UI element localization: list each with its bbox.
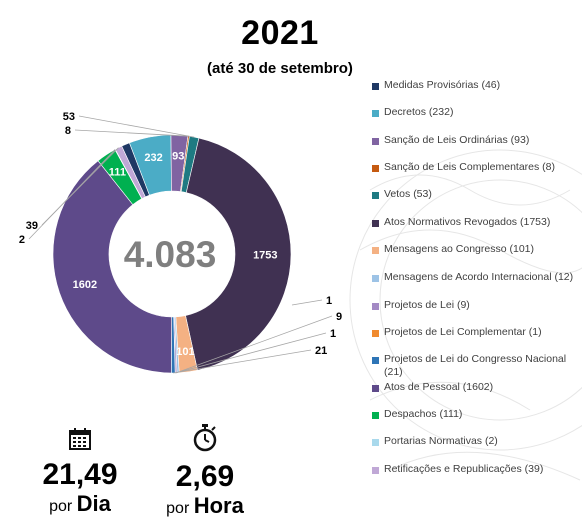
legend-item: Portarias Normativas (2) — [372, 435, 577, 448]
legend-item: Atos Normativos Revogados (1753) — [372, 216, 577, 229]
legend-swatch — [372, 275, 379, 282]
per-day-value: 21,49 — [42, 458, 118, 491]
per-hour-value: 2,69 — [175, 460, 235, 493]
legend-label: Sanção de Leis Ordinárias (93) — [384, 134, 530, 146]
per-hour-unit: por Hora — [166, 493, 244, 518]
slice-label-13: 2 — [19, 234, 25, 246]
legend-item: Projetos de Lei (9) — [372, 299, 577, 312]
legend-item: Projetos de Lei do Congresso Nacional (2… — [372, 353, 577, 379]
leader-line-8 — [176, 315, 333, 374]
slice-label-2: 93 — [172, 150, 184, 162]
leader-line-9 — [175, 332, 327, 374]
legend-swatch — [372, 412, 379, 419]
legend-swatch — [372, 303, 379, 310]
legend-item: Projetos de Lei Complementar (1) — [372, 326, 577, 339]
leader-line-4 — [78, 115, 195, 138]
slice-label-14: 39 — [26, 220, 38, 232]
legend-label: Retificações e Republicações (39) — [384, 463, 544, 475]
legend-label: Projetos de Lei (9) — [384, 299, 470, 311]
legend-item: Mensagens de Acordo Internacional (12) — [372, 271, 577, 284]
leader-line-10 — [173, 349, 312, 374]
legend-swatch — [372, 330, 379, 337]
background-seal — [349, 149, 582, 481]
legend-label: Atos Normativos Revogados (1753) — [384, 216, 551, 228]
legend-item: Retificações e Republicações (39) — [372, 463, 577, 476]
legend-swatch — [372, 138, 379, 145]
legend-label: Projetos de Lei do Congresso Nacional (2… — [384, 353, 567, 378]
legend-item: Mensagens ao Congresso (101) — [372, 243, 577, 256]
legend-label: Medidas Provisórias (46) — [384, 79, 501, 91]
legend-label: Sanção de Leis Complementares (8) — [384, 161, 556, 173]
legend-item: Sanção de Leis Ordinárias (93) — [372, 134, 577, 147]
legend-label: Portarias Normativas (2) — [384, 435, 498, 447]
leader-line-3 — [74, 129, 189, 137]
legend-label: Atos de Pessoal (1602) — [384, 381, 494, 393]
legend-item: Despachos (111) — [372, 408, 577, 421]
legend-swatch — [372, 247, 379, 254]
chart-title: 2021 — [241, 14, 319, 52]
legend-item: Atos de Pessoal (1602) — [372, 381, 577, 394]
legend-label: Decretos (232) — [384, 106, 454, 118]
extra-label: 1 — [326, 295, 332, 307]
slice-label-11: 1602 — [73, 279, 97, 291]
stopwatch-icon — [193, 424, 217, 452]
legend-swatch — [372, 467, 379, 474]
slice-label-4: 53 — [63, 111, 75, 123]
legend-item: Sanção de Leis Complementares (8) — [372, 161, 577, 174]
per-hour-stat: 2,69 por Hora — [150, 424, 260, 521]
legend-label: Mensagens ao Congresso (101) — [384, 243, 535, 255]
slice-label-9: 1 — [330, 328, 336, 340]
legend-swatch — [372, 192, 379, 199]
center-total: 4.083 — [124, 234, 217, 275]
slice-label-10: 21 — [315, 345, 327, 357]
per-day-unit: por Dia — [49, 491, 111, 516]
slice-label-12: 111 — [109, 167, 126, 179]
slice-label-1: 232 — [144, 152, 162, 164]
leader-line-extra — [291, 299, 323, 306]
slice-label-3: 8 — [65, 125, 71, 137]
chart-subtitle: (até 30 de setembro) — [207, 60, 353, 77]
legend-item: Vetos (53) — [372, 188, 577, 201]
legend-label: Despachos (111) — [384, 408, 463, 420]
legend-label: Projetos de Lei Complementar (1) — [384, 326, 542, 338]
legend-label: Vetos (53) — [384, 188, 432, 200]
slice-label-8: 9 — [336, 311, 342, 323]
legend-swatch — [372, 165, 379, 172]
legend-swatch — [372, 385, 379, 392]
per-day-stat: 21,49 por Dia — [20, 428, 140, 519]
slice-11 — [52, 160, 172, 374]
legend-swatch — [372, 357, 379, 364]
legend-label: Mensagens de Acordo Internacional (12) — [384, 271, 574, 283]
slice-label-5: 1753 — [253, 250, 277, 262]
legend-item: Medidas Provisórias (46) — [372, 79, 577, 92]
legend-swatch — [372, 83, 379, 90]
leader-line-13 — [28, 149, 116, 240]
calendar-icon — [69, 428, 91, 450]
legend-swatch — [372, 110, 379, 117]
slice-5 — [185, 137, 292, 371]
legend-swatch — [372, 439, 379, 446]
legend-item: Decretos (232) — [372, 106, 577, 119]
slice-label-6: 101 — [176, 346, 194, 358]
legend-swatch — [372, 220, 379, 227]
